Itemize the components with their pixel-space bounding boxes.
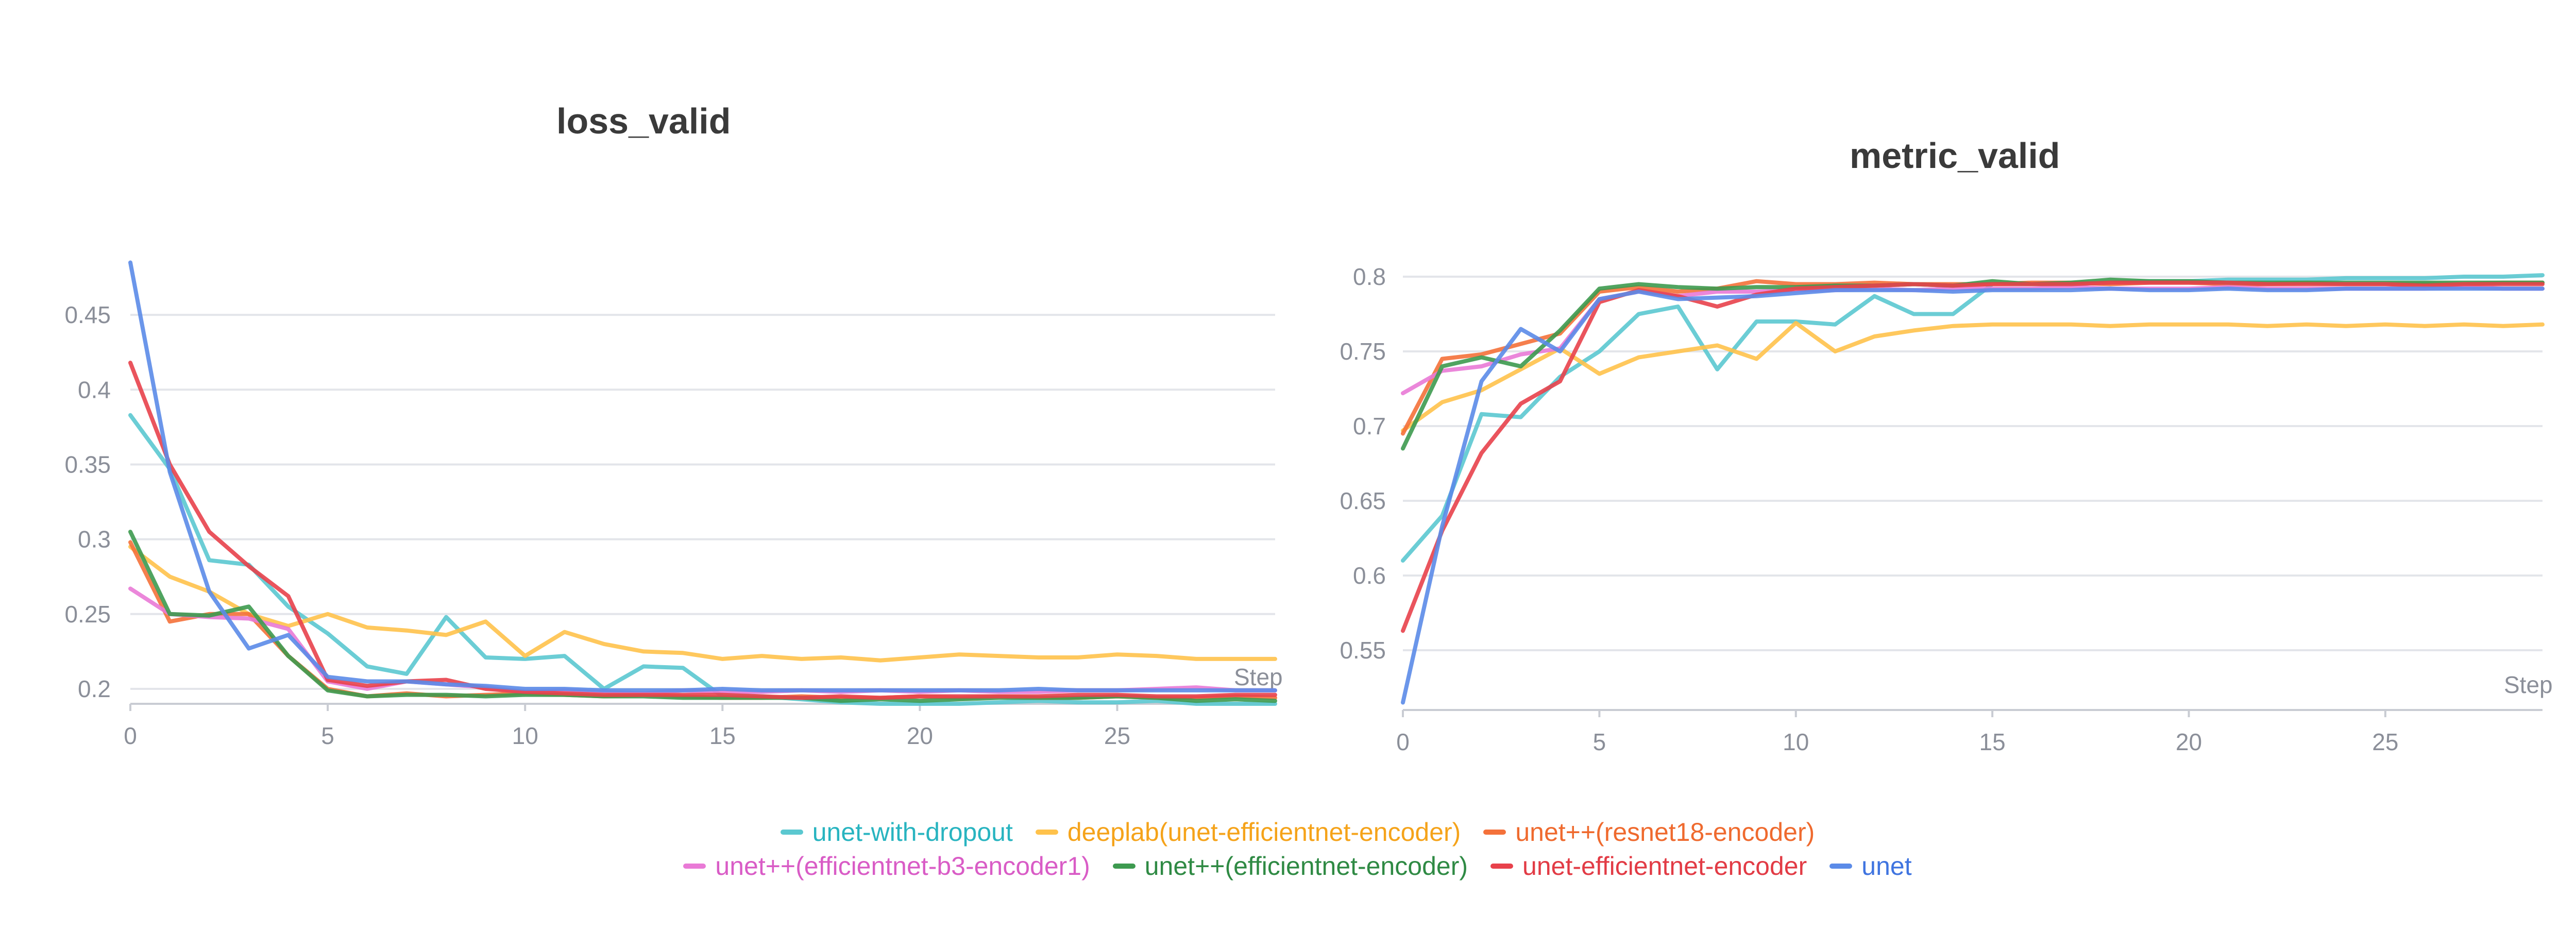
legend-label: unet++(resnet18-encoder) — [1515, 818, 1815, 847]
metric-x-tick-label: 15 — [1979, 729, 2006, 755]
legend-swatch — [1112, 863, 1136, 869]
metric-series-line-unet-efficientnet-b3-encoder1 — [1401, 285, 2545, 396]
metric-y-tick-label: 0.6 — [1353, 562, 1386, 589]
metric-series-line-unet-efficientnet-encoder — [1401, 280, 2545, 633]
loss-series-line-unet-efficientnet-encoder — [128, 530, 1277, 703]
metric-y-tick-label: 0.65 — [1340, 487, 1386, 514]
loss-x-tick-label: 20 — [907, 722, 933, 749]
loss-y-tick-label: 0.2 — [78, 675, 111, 702]
legend-row: unet++(efficientnet-b3-encoder1) unet++(e… — [0, 849, 2576, 883]
metric-y-tick-label: 0.7 — [1353, 413, 1386, 439]
loss-x-tick-label: 0 — [124, 722, 137, 749]
loss-series-line-unet-efficientnet-encoder — [128, 361, 1277, 700]
loss-series-line-unet-with-dropout — [128, 413, 1277, 706]
legend-swatch — [1483, 829, 1506, 835]
loss-x-axis-label: Step — [1234, 664, 1283, 690]
legend-label: deeplab(unet-efficientnet-encoder) — [1067, 818, 1461, 847]
legend-label: unet++(efficientnet-b3-encoder1) — [715, 852, 1090, 881]
metric-series-line-unet-efficientnet-encoder — [1401, 277, 2545, 451]
legend-item[interactable]: unet-efficientnet-encoder — [1490, 849, 1807, 883]
legend-label: unet-efficientnet-encoder — [1522, 852, 1807, 881]
metric-plot-area: 0.55 0.6 0.65 0.7 0.75 0.8 0 5 10 15 20 25 Step — [1340, 263, 2552, 755]
metric-chart-title: metric_valid — [1850, 136, 2060, 176]
legend-item[interactable]: deeplab(unet-efficientnet-encoder) — [1035, 815, 1461, 849]
metric-x-axis-label: Step — [2504, 671, 2553, 698]
legend-item[interactable]: unet++(resnet18-encoder) — [1483, 815, 1815, 849]
loss-y-tick-label: 0.45 — [64, 301, 111, 328]
loss-plot-area: 0.2 0.25 0.3 0.35 0.4 0.45 0 5 10 15 20 25 Step — [64, 260, 1283, 749]
metric-x-tick-label: 0 — [1396, 729, 1410, 755]
metric-x-tick-label: 5 — [1593, 729, 1606, 755]
legend-item[interactable]: unet — [1829, 849, 1912, 883]
metric-x-tick-label: 20 — [2176, 729, 2202, 755]
metric-x-tick-label: 25 — [2372, 729, 2398, 755]
loss-series-line-unet-efficientnet-b3-encoder1 — [128, 586, 1277, 696]
metric-y-tick-label: 0.75 — [1340, 338, 1386, 365]
legend-item[interactable]: unet-with-dropout — [780, 815, 1013, 849]
metric-x-tick-label: 10 — [1783, 729, 1809, 755]
loss-series-line-deeplab-unet-efficientnet-encoder — [128, 545, 1277, 663]
metric-series-line-unet — [1401, 286, 2545, 705]
metric-series-line-unet-with-dropout — [1401, 273, 2545, 563]
metric-y-tick-label: 0.55 — [1340, 637, 1386, 664]
legend-item[interactable]: unet++(efficientnet-b3-encoder1) — [683, 849, 1090, 883]
loss-y-tick-label: 0.4 — [78, 376, 111, 403]
metric-series-line-deeplab-unet-efficientnet-encoder — [1401, 320, 2545, 433]
legend-swatch — [683, 863, 706, 869]
loss-x-tick-label: 15 — [709, 722, 736, 749]
legend: unet-with-dropout deeplab(unet-efficientn… — [0, 815, 2576, 883]
loss-y-tick-label: 0.35 — [64, 451, 111, 478]
loss-series-line-unet — [128, 260, 1277, 692]
legend-swatch — [1035, 829, 1058, 835]
legend-row: unet-with-dropout deeplab(unet-efficientn… — [0, 815, 2576, 849]
legend-swatch — [1829, 863, 1853, 869]
legend-swatch — [780, 829, 803, 835]
loss-y-tick-label: 0.25 — [64, 601, 111, 628]
loss-x-tick-label: 10 — [512, 722, 538, 749]
charts-svg: 0.20.250.30.350.40.450 5 10 15 20 25Step0.550… — [64, 260, 2553, 755]
legend-label: unet — [1861, 852, 1912, 881]
loss-y-tick-label: 0.3 — [78, 526, 111, 553]
loss-x-tick-label: 25 — [1104, 722, 1130, 749]
metric-y-tick-label: 0.8 — [1353, 263, 1386, 290]
legend-label: unet-with-dropout — [812, 818, 1013, 847]
legend-swatch — [1490, 863, 1514, 869]
legend-label: unet++(efficientnet-encoder) — [1144, 852, 1468, 881]
loss-chart-title: loss_valid — [556, 101, 731, 141]
loss-x-tick-label: 5 — [321, 722, 334, 749]
legend-item[interactable]: unet++(efficientnet-encoder) — [1112, 849, 1468, 883]
